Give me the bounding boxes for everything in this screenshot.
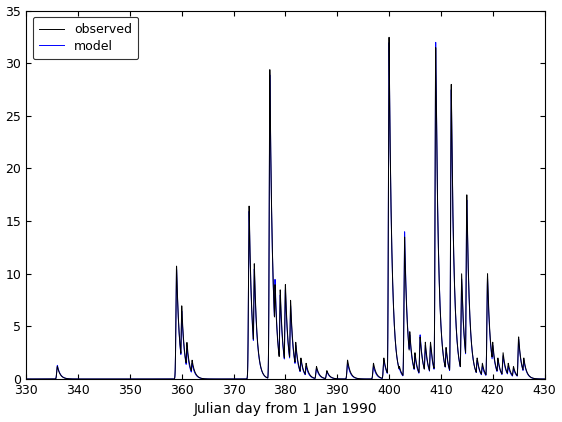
observed xyxy=(541,376,548,381)
Line: model: model xyxy=(26,42,545,379)
observed xyxy=(117,376,124,381)
model xyxy=(449,188,456,193)
observed xyxy=(334,376,341,381)
model xyxy=(360,376,367,381)
X-axis label: Julian day from 1 Jan 1990: Julian day from 1 Jan 1990 xyxy=(194,403,377,417)
observed xyxy=(410,362,416,367)
observed xyxy=(449,185,456,190)
observed xyxy=(23,376,30,381)
observed xyxy=(221,376,228,381)
model xyxy=(410,362,416,367)
Legend: observed, model: observed, model xyxy=(33,17,138,59)
observed xyxy=(386,35,392,40)
model xyxy=(334,376,341,381)
model xyxy=(23,376,30,381)
model xyxy=(432,40,439,45)
observed xyxy=(360,376,367,381)
model xyxy=(221,376,228,381)
Line: observed: observed xyxy=(26,37,545,379)
model xyxy=(117,376,124,381)
model xyxy=(541,376,548,381)
